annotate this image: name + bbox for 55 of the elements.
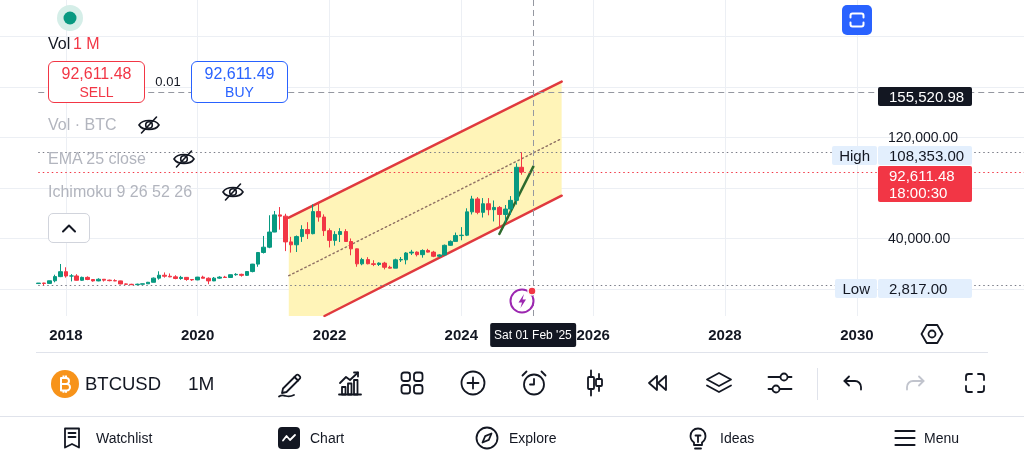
annotation: Vol [48, 34, 71, 54]
candlestick [486, 197, 491, 216]
x-tick-label: 2024 [444, 326, 479, 343]
candlestick [481, 197, 485, 219]
annotation: 0.01 [155, 73, 181, 90]
candlestick [311, 203, 315, 235]
text: Explore [509, 429, 557, 447]
y-tick-label: 40,000.00 [888, 230, 951, 247]
ref-line-label: 2,817.00 [878, 279, 972, 299]
annotation: Ichimoku 9 26 52 26 [48, 182, 193, 202]
x-tick-label: 2030 [840, 326, 874, 343]
x-tick-label: 2018 [49, 326, 83, 343]
candlestick [355, 248, 359, 268]
text: Watchlist [96, 429, 153, 447]
text: Ideas [720, 429, 755, 447]
candlestick [497, 205, 502, 228]
candlestick [492, 199, 496, 222]
candlestick [420, 248, 425, 259]
annotation: 92,611.48 [61, 64, 132, 84]
candlestick [475, 196, 480, 215]
annotation: EMA 25 close [48, 149, 146, 169]
candlestick [42, 282, 46, 286]
annotation: SELL [79, 83, 114, 101]
annotation: 92,611.49 [204, 64, 275, 84]
candlestick [195, 276, 200, 281]
ref-line-label: Sat 01 Feb '25 [490, 323, 576, 347]
annotation: Vol · BTC [48, 115, 117, 135]
x-tick-label: 2028 [708, 326, 742, 343]
candlestick [36, 282, 41, 285]
x-tick-label: 2026 [576, 326, 610, 343]
candlestick [179, 275, 183, 281]
text: Chart [310, 429, 345, 447]
ref-line-label: 108,353.00 [878, 146, 972, 166]
ref-line-label: 92,611.48 18:00:30 [878, 166, 972, 203]
ref-line-label: 155,520.98 [878, 86, 972, 106]
annotation: Low [835, 279, 877, 299]
y-tick-label: 120,000.00 [888, 129, 959, 146]
text: Menu [924, 429, 960, 447]
annotation: High [832, 146, 877, 166]
text: 1M [188, 373, 215, 395]
candlestick [96, 277, 101, 282]
candlestick [74, 273, 79, 282]
annotation: 1 M [73, 34, 100, 54]
text: BTCUSD [85, 373, 162, 395]
candlestick [80, 276, 84, 282]
candlestick [360, 257, 364, 266]
candlestick [305, 221, 310, 240]
candlestick [415, 250, 419, 257]
x-tick-label: 2020 [180, 326, 215, 343]
candlestick [239, 273, 244, 278]
candlestick [64, 266, 68, 279]
annotation: BUY [225, 83, 254, 101]
candlestick [377, 261, 381, 267]
candlestick [223, 275, 227, 279]
x-tick-label: 2022 [312, 326, 347, 343]
